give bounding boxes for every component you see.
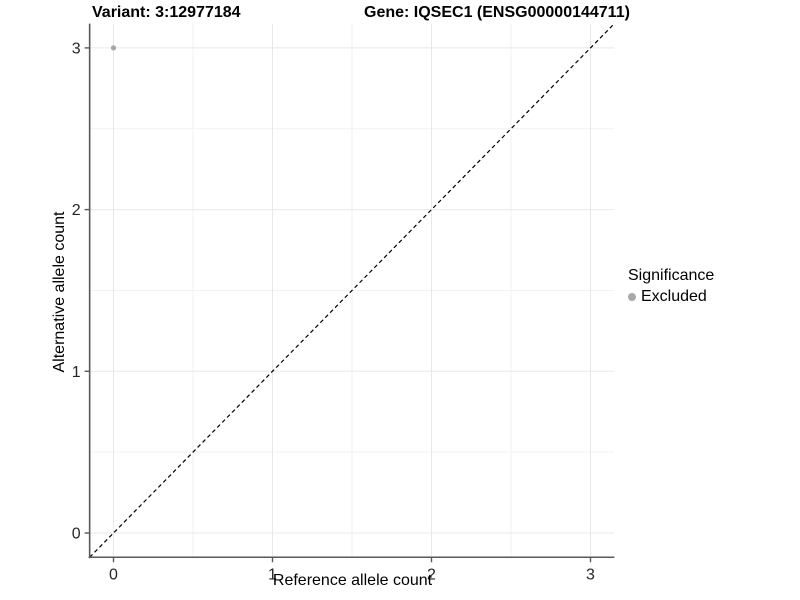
x-tick-label: 1	[268, 566, 277, 583]
y-tick-label: 2	[72, 202, 81, 219]
plot-title-variant: Variant: 3:12977184	[92, 4, 241, 21]
y-tick-label: 1	[72, 364, 81, 381]
legend-title: Significance	[628, 267, 715, 284]
y-axis-title: Alternative allele count	[51, 211, 68, 373]
legend-item-label: Excluded	[641, 288, 707, 305]
x-axis-title: Reference allele count	[272, 572, 433, 589]
legend-item-excluded: Excluded	[628, 288, 714, 306]
legend: Significance Excluded	[628, 267, 714, 306]
y-tick-label: 3	[72, 40, 81, 57]
x-tick-label: 3	[586, 566, 595, 583]
x-tick-label: 2	[427, 566, 436, 583]
legend-point-icon	[628, 293, 636, 301]
x-tick-label: 0	[109, 566, 118, 583]
diagonal-reference-line	[89, 23, 615, 558]
data-point	[110, 45, 117, 51]
plot-title-gene: Gene: IQSEC1 (ENSG00000144711)	[364, 4, 630, 21]
y-tick-label: 0	[72, 526, 81, 543]
